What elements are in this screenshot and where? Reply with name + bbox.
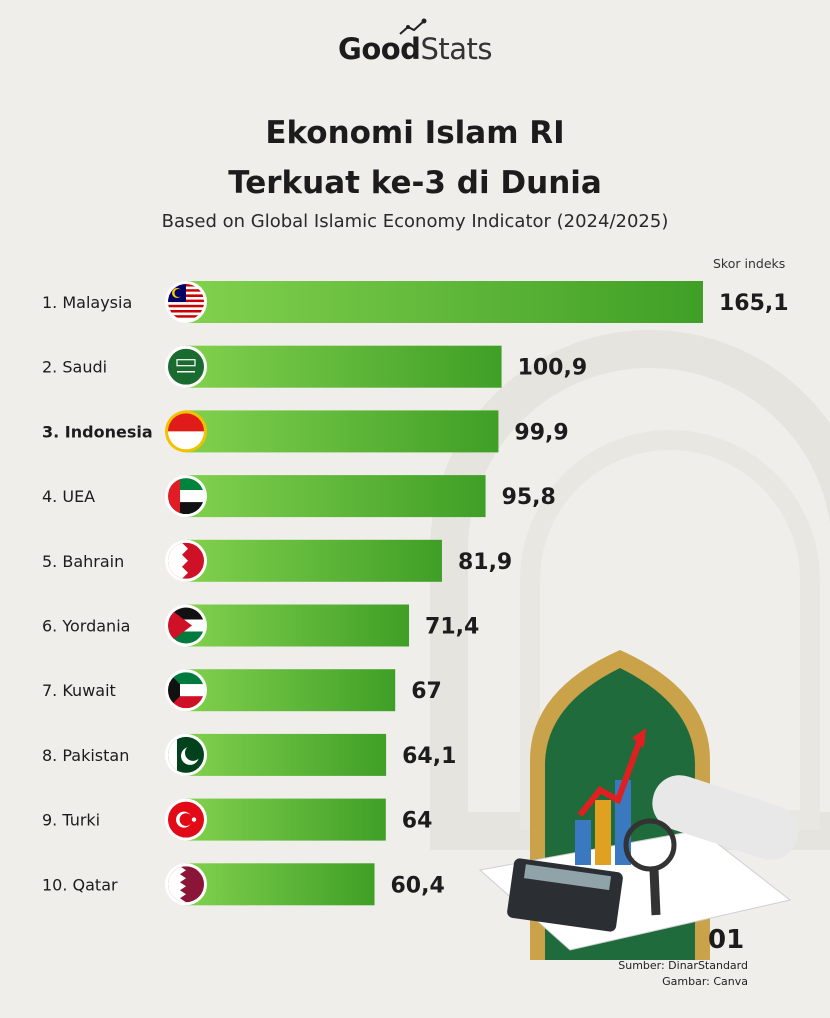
bar (185, 604, 410, 647)
bar (185, 345, 502, 388)
indonesia-flag-icon (165, 410, 207, 453)
bar-row: 7. Kuwait 67 (42, 669, 442, 712)
uae-flag-icon (165, 475, 207, 518)
category-label: 7. Kuwait (42, 681, 116, 700)
bar (185, 669, 396, 712)
value-label: 60,4 (391, 873, 445, 898)
qatar-flag-icon (165, 863, 207, 906)
value-label: 100,9 (518, 356, 588, 381)
value-label: 81,9 (458, 550, 512, 575)
bar-row: 1. Malaysia 165,1 (42, 281, 789, 323)
bar (185, 410, 499, 453)
bar (185, 863, 375, 906)
bar-row: 5. Bahrain 81,9 (42, 539, 512, 582)
saudi-flag-icon (165, 345, 207, 388)
bar (185, 475, 486, 518)
page-number: 01 (708, 925, 745, 955)
bar-row: 10. Qatar 60,4 (42, 863, 445, 906)
bar (185, 733, 387, 776)
category-label: 1. Malaysia (42, 293, 132, 312)
value-label: 64,1 (402, 744, 456, 769)
category-label: 5. Bahrain (42, 552, 124, 571)
bar (185, 281, 703, 323)
value-axis-label: Skor indeks (713, 256, 786, 271)
image-credit-text: Gambar: Canva (662, 975, 748, 988)
logo-chart-icon (399, 18, 427, 35)
turkey-flag-icon (165, 798, 207, 841)
category-label: 3. Indonesia (42, 422, 153, 441)
bahrain-flag-icon (165, 539, 207, 582)
economy-illustration (478, 650, 798, 960)
value-label: 165,1 (719, 291, 789, 316)
category-label: 8. Pakistan (42, 746, 129, 765)
bar-row: 6. Yordania 71,4 (42, 604, 479, 647)
value-label: 67 (411, 679, 442, 704)
bar-row: 4. UEA 95,8 (42, 475, 556, 518)
value-label: 95,8 (502, 485, 556, 510)
pakistan-flag-icon (165, 733, 207, 776)
credits: Sumber: DinarStandard Gambar: Canva (618, 958, 748, 990)
category-label: 4. UEA (42, 487, 95, 506)
value-label: 64 (402, 809, 433, 834)
malaysia-flag-icon (165, 281, 207, 323)
value-label: 99,9 (514, 420, 568, 445)
jordan-flag-icon (165, 604, 207, 647)
kuwait-flag-icon (165, 669, 207, 712)
source-text: Sumber: DinarStandard (618, 959, 748, 972)
bar (185, 798, 386, 841)
bar (185, 539, 442, 582)
category-label: 6. Yordania (42, 617, 130, 636)
category-label: 10. Qatar (42, 875, 118, 894)
bar-row: 3. Indonesia 99,9 (42, 410, 569, 453)
page-title: Ekonomi Islam RI Terkuat ke-3 di Dunia (0, 108, 830, 208)
logo-good-text: Good (338, 32, 421, 66)
goodstats-logo: GoodStats (0, 32, 830, 66)
bar-row: 9. Turki 64 (42, 798, 433, 841)
bar-row: 2. Saudi 100,9 (42, 345, 588, 388)
logo-stats-text: Stats (420, 32, 492, 66)
title-line-2: Terkuat ke-3 di Dunia (228, 165, 602, 201)
value-label: 71,4 (425, 615, 479, 640)
bar-row: 8. Pakistan 64,1 (42, 733, 456, 776)
category-label: 2. Saudi (42, 358, 107, 377)
title-line-1: Ekonomi Islam RI (265, 115, 565, 151)
category-label: 9. Turki (42, 811, 100, 830)
page-subtitle: Based on Global Islamic Economy Indicato… (161, 211, 669, 232)
